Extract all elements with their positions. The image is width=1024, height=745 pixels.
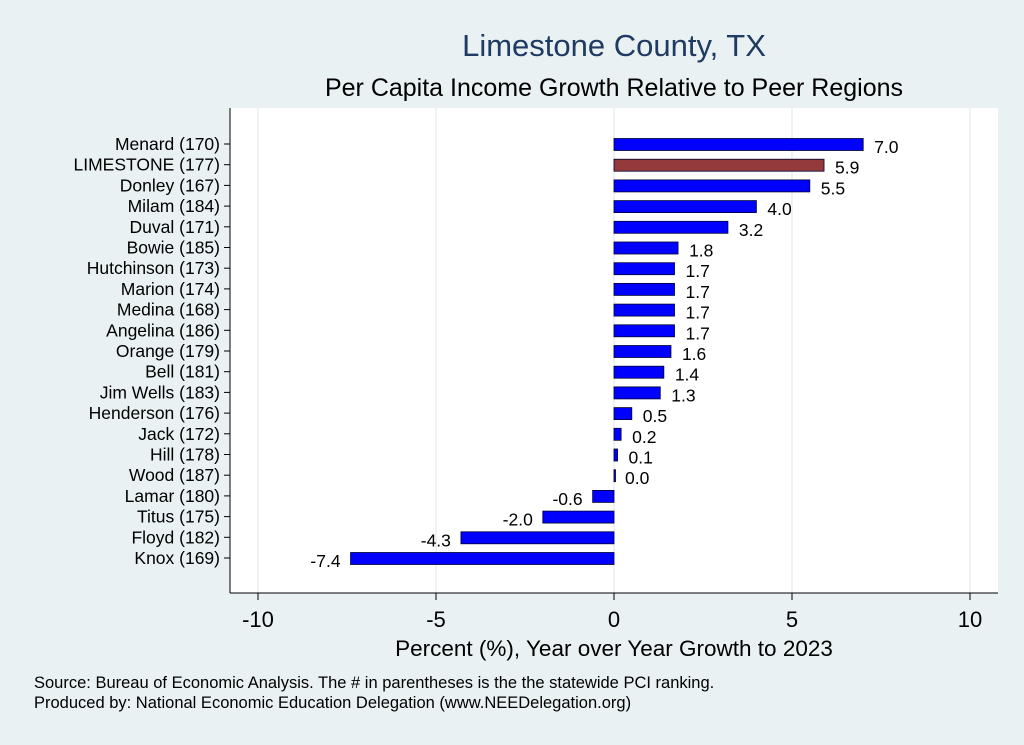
value-label: 1.7 — [686, 323, 710, 343]
category-label: Menard (170) — [115, 134, 220, 154]
value-label: 0.0 — [625, 468, 650, 488]
value-label: 0.5 — [643, 406, 667, 426]
bar — [613, 303, 675, 317]
chart-subtitle: Per Capita Income Growth Relative to Pee… — [324, 74, 904, 102]
value-label: 0.1 — [629, 448, 653, 468]
x-tick-label: 10 — [958, 607, 982, 632]
bar — [613, 345, 672, 358]
bar — [613, 386, 661, 400]
bar — [460, 531, 615, 545]
value-label: 1.6 — [682, 344, 706, 364]
producer-note: Produced by: National Economic Education… — [34, 694, 632, 712]
bar — [613, 365, 665, 379]
bar — [613, 241, 679, 255]
bar — [592, 489, 615, 503]
value-label: -4.3 — [421, 530, 451, 550]
x-tick-label: -5 — [426, 607, 446, 632]
category-label: Duval (171) — [130, 217, 220, 237]
category-label: Jim Wells (183) — [100, 382, 220, 402]
x-tick-label: 5 — [786, 607, 798, 632]
category-label: Lamar (180) — [125, 486, 220, 506]
bar — [613, 200, 757, 214]
value-label: 1.4 — [675, 365, 700, 385]
source-note: Source: Bureau of Economic Analysis. The… — [34, 674, 715, 692]
value-label: -0.6 — [552, 489, 582, 509]
category-label: Donley (167) — [120, 175, 220, 195]
value-labels: 7.05.95.54.03.21.81.71.71.71.71.61.41.30… — [310, 137, 898, 571]
value-label: -2.0 — [503, 510, 533, 530]
category-label: Bell (181) — [145, 362, 220, 382]
bar — [613, 158, 825, 172]
value-label: 7.0 — [874, 137, 899, 157]
value-label: 1.7 — [686, 303, 710, 323]
value-label: 5.9 — [835, 158, 859, 178]
bar — [350, 552, 615, 565]
bar — [613, 448, 618, 462]
x-tick-label: -10 — [242, 607, 274, 632]
category-label: Hutchinson (173) — [87, 258, 220, 278]
value-label: 4.0 — [767, 199, 792, 219]
bar — [613, 427, 622, 441]
value-label: 3.2 — [739, 220, 763, 240]
category-label: Marion (174) — [121, 279, 220, 299]
category-label: Medina (168) — [117, 300, 220, 320]
category-label: Bowie (185) — [127, 238, 220, 258]
bars — [350, 138, 864, 565]
x-ticks: -10 -5 0 5 10 — [242, 593, 982, 632]
category-label: Jack (172) — [138, 424, 220, 444]
value-label: -7.4 — [310, 551, 340, 571]
bar — [613, 469, 616, 483]
x-tick-label: 0 — [608, 607, 620, 632]
category-label: LIMESTONE (177) — [73, 155, 220, 175]
value-label: 0.2 — [632, 427, 656, 447]
category-labels: Menard (170)LIMESTONE (177)Donley (167)M… — [73, 134, 230, 568]
x-axis-label: Percent (%), Year over Year Growth to 20… — [395, 636, 833, 661]
bar — [542, 510, 615, 524]
bar — [613, 407, 633, 421]
value-label: 1.3 — [671, 385, 695, 405]
category-label: Henderson (176) — [89, 403, 220, 423]
category-label: Orange (179) — [116, 341, 220, 361]
bar — [613, 262, 675, 276]
category-label: Milam (184) — [128, 196, 220, 216]
value-label: 1.7 — [686, 282, 710, 302]
value-label: 5.5 — [821, 178, 845, 198]
value-label: 1.8 — [689, 241, 713, 261]
value-label: 1.7 — [686, 261, 710, 281]
category-label: Titus (175) — [137, 507, 220, 527]
category-label: Angelina (186) — [106, 320, 220, 340]
chart-title: Limestone County, TX — [462, 28, 766, 63]
bar — [613, 179, 811, 193]
category-label: Wood (187) — [129, 465, 220, 485]
category-label: Knox (169) — [134, 548, 220, 568]
category-label: Floyd (182) — [131, 527, 220, 547]
bar — [613, 324, 675, 338]
bar — [613, 138, 864, 151]
category-label: Hill (178) — [150, 445, 220, 465]
bar — [613, 220, 729, 234]
bar — [613, 282, 675, 296]
